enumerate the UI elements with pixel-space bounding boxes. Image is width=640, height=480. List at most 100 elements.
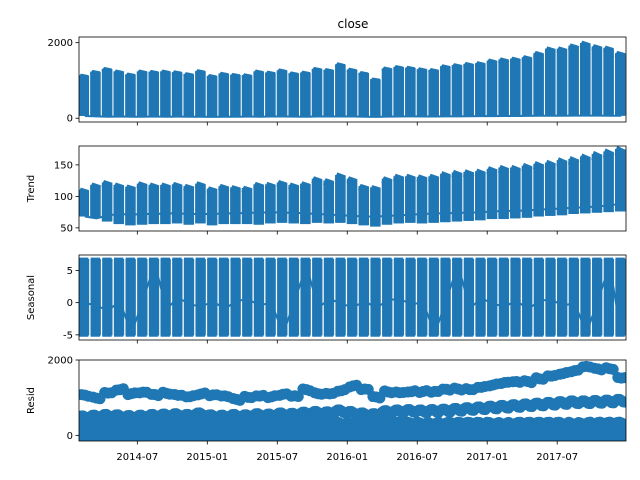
series-peak — [451, 63, 462, 69]
series-peak — [148, 182, 159, 190]
series-peak — [369, 185, 381, 192]
axes-frame — [78, 145, 627, 232]
series-peak — [206, 74, 217, 79]
series-peak — [124, 184, 136, 192]
y-axis-label: Trend — [26, 175, 37, 203]
series-peak — [136, 69, 147, 75]
series-peak — [439, 64, 451, 70]
panel-seasonal: -5 0 5 Seasonal — [26, 254, 627, 344]
series-peak — [148, 69, 159, 75]
series-peak — [229, 185, 241, 192]
series-peak — [509, 164, 521, 174]
resid-point — [619, 372, 626, 384]
series-peak — [276, 180, 287, 188]
y-tick-label: 50 — [60, 223, 73, 234]
series-peak — [486, 58, 497, 65]
plot-area-seasonal — [79, 257, 626, 337]
series-peak — [439, 171, 451, 179]
series-peak — [358, 71, 369, 76]
series-peak — [416, 67, 427, 73]
series-peak — [113, 69, 124, 75]
series-peak — [509, 56, 521, 63]
panel-observed: 0 2000 — [48, 36, 627, 126]
y-tick-label: 2000 — [48, 356, 73, 367]
series-peak — [334, 62, 346, 68]
series-peak — [334, 172, 346, 181]
trend-line — [84, 202, 622, 220]
y-tick-label: 0 — [67, 114, 73, 125]
series-peak — [346, 176, 357, 184]
series-peak — [428, 67, 439, 74]
panel-trend: 50 100 150 Trend — [26, 145, 627, 235]
series-peak — [101, 66, 112, 73]
series-peak — [556, 157, 567, 166]
series-peak — [474, 61, 486, 67]
trend-line — [84, 114, 622, 118]
series-peak — [451, 169, 462, 178]
series-peak — [264, 181, 276, 189]
x-tick-label: 2017-01 — [466, 452, 508, 463]
series-peak — [602, 45, 614, 53]
series-peak — [521, 55, 532, 62]
plot-area-observed — [79, 40, 626, 118]
series-peak — [183, 72, 194, 78]
y-tick-label: 100 — [54, 192, 73, 203]
series-peak — [369, 77, 381, 82]
series-peak — [614, 50, 626, 58]
series-peak — [323, 67, 334, 74]
series-peak — [392, 173, 404, 182]
series-peak — [159, 182, 171, 190]
series-peak — [567, 155, 579, 165]
series-peak — [323, 178, 334, 186]
series-peak — [124, 72, 136, 78]
series-peak — [404, 65, 416, 71]
y-axis-label: Resid — [26, 387, 37, 414]
resid-point — [619, 396, 626, 408]
figure-title: close — [338, 17, 369, 31]
series-peak — [101, 180, 112, 188]
series-peak — [288, 71, 299, 77]
series-peak — [532, 161, 544, 170]
y-tick-label: 150 — [54, 160, 73, 171]
series-peak — [113, 182, 124, 190]
x-tick-label: 2015-01 — [186, 452, 228, 463]
axes-frame — [78, 36, 627, 123]
y-tick-label: 0 — [67, 298, 73, 309]
series-peak — [89, 182, 101, 190]
y-tick-label: 2000 — [48, 38, 73, 49]
series-peak — [404, 173, 416, 182]
series-peak — [381, 176, 392, 184]
series-peak — [276, 68, 287, 74]
series-peak — [311, 176, 322, 184]
series-peak — [89, 69, 101, 75]
series-peak — [579, 40, 591, 48]
series-peak — [194, 69, 206, 75]
series-peak — [264, 70, 276, 76]
series-peak — [521, 162, 532, 172]
series-peak — [462, 169, 474, 178]
series-peak — [358, 183, 369, 191]
series-peak — [591, 150, 602, 161]
series-peak — [183, 183, 194, 191]
series-peak — [229, 72, 241, 78]
y-axis-label: Seasonal — [26, 275, 37, 320]
series-peak — [416, 174, 427, 182]
y-tick-label: -5 — [63, 330, 73, 341]
series-peak — [567, 43, 579, 51]
plot-area-trend — [79, 146, 626, 227]
y-tick-label: 5 — [67, 266, 73, 277]
y-tick-label: 0 — [67, 431, 73, 442]
series-peak — [381, 66, 392, 72]
x-tick-label: 2017-07 — [536, 452, 578, 463]
resid-point — [607, 363, 619, 375]
series-peak — [171, 70, 182, 76]
series-peak — [579, 153, 591, 163]
series-peak — [463, 61, 474, 68]
series-peak — [136, 181, 147, 189]
series-peak — [241, 185, 252, 193]
x-tick-label: 2016-01 — [326, 452, 368, 463]
series-peak — [602, 148, 614, 158]
axes-frame — [78, 254, 627, 341]
series-peak — [346, 67, 357, 73]
